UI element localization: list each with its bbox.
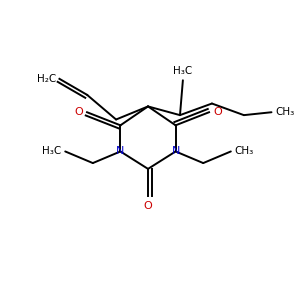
Text: N: N <box>116 146 124 157</box>
Text: O: O <box>144 201 152 211</box>
Text: O: O <box>74 107 83 117</box>
Text: N: N <box>171 146 180 157</box>
Text: CH₃: CH₃ <box>234 146 254 157</box>
Text: O: O <box>213 107 222 117</box>
Text: CH₃: CH₃ <box>275 107 294 117</box>
Text: H₃C: H₃C <box>173 66 193 76</box>
Text: H₃C: H₃C <box>43 146 62 157</box>
Text: H₂C: H₂C <box>37 74 56 84</box>
